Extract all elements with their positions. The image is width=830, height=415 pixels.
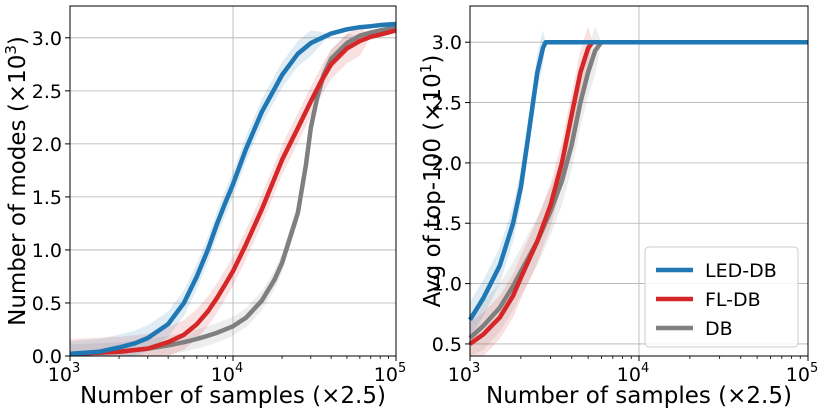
y-tick-label: 1.5 (432, 213, 462, 235)
x-tick-label: 103 (448, 361, 480, 386)
chart-number-of-modes: 0.0 0.5 1.0 1.5 2.0 2.5 3.0 103 104 105 Number o… (2, 5, 406, 409)
x-tick-label: 103 (48, 361, 80, 386)
x-axis-label: Number of samples (×2.5) (80, 383, 386, 409)
legend-label-led-db: LED-DB (705, 260, 777, 282)
y-tick-label: 2.5 (32, 81, 62, 103)
y-tick-label: 1.0 (432, 274, 462, 296)
y-ticks: 0.5 1.0 1.5 2.0 2.5 3.0 (432, 32, 470, 356)
line-led-db (468, 39, 808, 321)
y-tick-label: 3.0 (432, 32, 462, 54)
confidence-bands (470, 26, 808, 356)
line-db (69, 24, 397, 357)
series-lines (69, 21, 397, 357)
x-tick-label: 104 (617, 361, 649, 386)
x-ticks: 103 104 105 (448, 356, 818, 386)
y-axis-label: Avg of top-100 (×101) (417, 55, 446, 308)
chart-avg-top-100: 0.51.01.52.02.53.0 103 104 105 Number of s… (417, 5, 818, 409)
series-lines (468, 39, 808, 346)
x-axis-label: Number of samples (×2.5) (486, 383, 792, 409)
y-tick-label: 0.0 (32, 346, 62, 368)
band-db (470, 26, 808, 356)
legend-label-fl-db: FL-DB (705, 289, 761, 311)
legend: LED-DB FL-DB DB (644, 246, 799, 348)
line-fl-db (468, 39, 808, 346)
x-ticks: 103 104 105 (48, 356, 406, 386)
x-tick-exponent: 5 (810, 361, 818, 376)
legend-label-db: DB (705, 318, 733, 340)
band-fl-db (470, 26, 808, 356)
y-tick-label: 2.0 (32, 134, 62, 156)
x-tick-exponent: 3 (72, 361, 80, 376)
line-led-db (69, 21, 397, 357)
line-fl-db (69, 28, 397, 357)
x-tick-exponent: 3 (472, 361, 480, 376)
y-tick-label: 3.0 (32, 28, 62, 50)
y-axis-label: Number of modes (×103) (2, 36, 31, 326)
y-ticks: 0.0 0.5 1.0 1.5 2.0 2.5 3.0 (32, 28, 70, 368)
x-tick-exponent: 4 (641, 361, 649, 376)
y-tick-label: 0.5 (432, 334, 462, 356)
x-tick-exponent: 5 (398, 361, 406, 376)
y-tick-label: 1.0 (32, 240, 62, 262)
x-tick-exponent: 4 (235, 361, 243, 376)
y-tick-label: 0.5 (32, 293, 62, 315)
y-tick-label: 1.5 (32, 187, 62, 209)
line-db (468, 39, 808, 340)
y-tick-label: 2.0 (432, 153, 462, 175)
y-tick-label: 2.5 (432, 93, 462, 115)
